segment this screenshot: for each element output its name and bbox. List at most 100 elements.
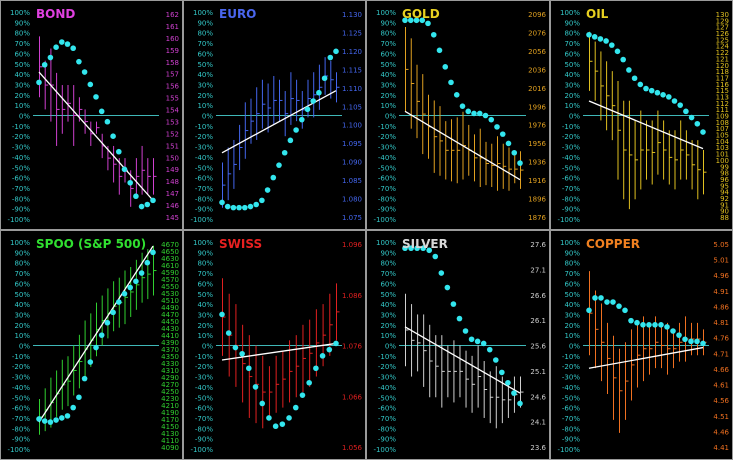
left-axis-tick-label: -20%: [378, 133, 396, 141]
oscillator-dot: [110, 309, 116, 316]
oscillator-dot: [219, 199, 225, 206]
left-axis-tick-label: 50%: [380, 291, 396, 299]
right-axis-tick-label: 1.086: [342, 292, 363, 300]
oscillator-dot: [286, 415, 292, 421]
left-axis-tick-label: 90%: [14, 19, 30, 27]
right-axis-tick-label: 4290: [161, 374, 179, 382]
left-axis-tick-label: -30%: [195, 144, 213, 152]
oscillator-dot: [700, 340, 706, 347]
oscillator-dot: [313, 365, 319, 372]
left-axis-tick-label: 0%: [19, 113, 30, 121]
left-axis-tick-label: 90%: [380, 19, 396, 27]
left-axis-tick-label: -60%: [562, 405, 580, 413]
oscillator-dot: [81, 375, 88, 382]
left-axis-tick-label: -100%: [557, 446, 580, 454]
left-axis-tick-label: 70%: [14, 270, 30, 278]
right-axis-tick-label: 1936: [528, 159, 546, 167]
oscillator-dot: [432, 253, 439, 260]
panel-border: [183, 0, 366, 230]
left-axis-tick-label: 30%: [14, 311, 30, 319]
left-axis-tick-label: -10%: [562, 353, 580, 361]
left-axis-tick-label: 100%: [376, 9, 396, 17]
oscillator-dot: [138, 270, 145, 276]
oscillator-dot: [648, 87, 655, 94]
right-axis-tick-label: 1.105: [342, 103, 362, 111]
right-axis-tick-label: 4530: [161, 290, 179, 298]
left-axis-tick-label: -80%: [195, 195, 213, 203]
oscillator-dot: [586, 307, 592, 314]
panel-title: SPOO (S&P 500): [36, 237, 146, 251]
oscillator-dot: [281, 149, 288, 156]
oscillator-dot: [425, 20, 431, 27]
left-axis-tick-label: 20%: [14, 322, 30, 330]
right-axis-tick-label: 121: [716, 55, 729, 63]
left-axis-tick-label: -20%: [12, 133, 30, 141]
right-axis-tick-label: 124: [716, 43, 730, 51]
right-axis-tick-label: 99: [720, 163, 729, 171]
left-axis-tick-label: -100%: [7, 446, 30, 454]
oscillator-dot: [448, 79, 454, 86]
oscillator-dot: [631, 75, 638, 82]
oscillator-dot: [116, 299, 122, 305]
left-axis-tick-label: -30%: [378, 144, 396, 152]
oscillator-dot: [326, 346, 333, 353]
oscillator-dot: [36, 79, 42, 86]
oscillator-dot: [150, 197, 156, 204]
left-axis-tick-label: 80%: [197, 260, 213, 268]
oscillator-dot: [420, 245, 426, 252]
right-axis-tick-label: 25.1: [530, 368, 546, 376]
left-axis-tick-label: -20%: [195, 133, 213, 141]
oscillator-dot: [259, 197, 265, 204]
oscillator-dot: [586, 31, 592, 38]
right-axis-tick-label: 4650: [161, 248, 179, 256]
right-axis-tick-label: 1.095: [342, 140, 362, 148]
left-axis-tick-label: 0%: [19, 343, 30, 351]
right-axis-tick-label: 151: [166, 142, 179, 150]
oscillator-dot: [259, 400, 266, 407]
oscillator-dot: [476, 110, 483, 117]
left-axis-tick-label: -40%: [562, 384, 580, 392]
left-axis-tick-label: -40%: [12, 154, 30, 162]
right-axis-tick-label: 96: [720, 176, 729, 184]
left-axis-tick-label: -30%: [195, 374, 213, 382]
left-axis-tick-label: -80%: [12, 425, 30, 433]
right-axis-tick-label: 4430: [161, 325, 179, 333]
left-axis-tick-label: -30%: [378, 374, 396, 382]
left-axis-tick-label: 80%: [380, 30, 396, 38]
left-axis-tick-label: 50%: [380, 61, 396, 69]
oscillator-dot: [494, 124, 500, 130]
oscillator-dot: [598, 295, 604, 301]
right-axis-tick-label: 153: [166, 118, 179, 126]
right-axis-tick-label: 1916: [528, 177, 546, 185]
left-axis-tick-label: -60%: [378, 405, 396, 413]
left-axis-tick-label: -70%: [562, 185, 580, 193]
panel-title: BOND: [36, 7, 75, 21]
left-axis-tick-label: 60%: [380, 280, 396, 288]
left-axis-tick-label: 70%: [380, 40, 396, 48]
right-axis-tick-label: 4450: [161, 318, 179, 326]
right-axis-tick-label: 4130: [161, 430, 179, 438]
oscillator-dot: [333, 48, 339, 55]
left-axis-tick-label: -30%: [12, 144, 30, 152]
left-axis-tick-label: 30%: [380, 81, 396, 89]
left-axis-tick-label: -10%: [12, 353, 30, 361]
oscillator-dot: [316, 89, 322, 96]
left-axis-tick-label: -50%: [195, 164, 213, 172]
oscillator-dot: [402, 245, 408, 252]
left-axis-tick-label: -40%: [195, 154, 213, 162]
right-axis-tick-label: 1996: [528, 103, 546, 111]
right-axis-tick-label: 148: [166, 178, 179, 186]
oscillator-dot: [492, 357, 499, 363]
oscillator-dot: [620, 56, 626, 63]
left-axis-tick-label: 100%: [10, 239, 30, 247]
right-axis-tick-label: 1.085: [342, 177, 362, 185]
left-axis-tick-label: 0%: [385, 343, 396, 351]
right-axis-tick-label: 4.56: [713, 397, 729, 405]
right-axis-tick-label: 1976: [528, 122, 546, 130]
left-axis-tick-label: 0%: [569, 343, 580, 351]
right-axis-tick-label: 25.6: [530, 343, 546, 351]
right-axis-tick-label: 24.1: [530, 419, 546, 427]
oscillator-dot: [430, 31, 437, 38]
left-axis-tick-label: 10%: [564, 102, 580, 110]
oscillator-dot: [634, 319, 640, 326]
